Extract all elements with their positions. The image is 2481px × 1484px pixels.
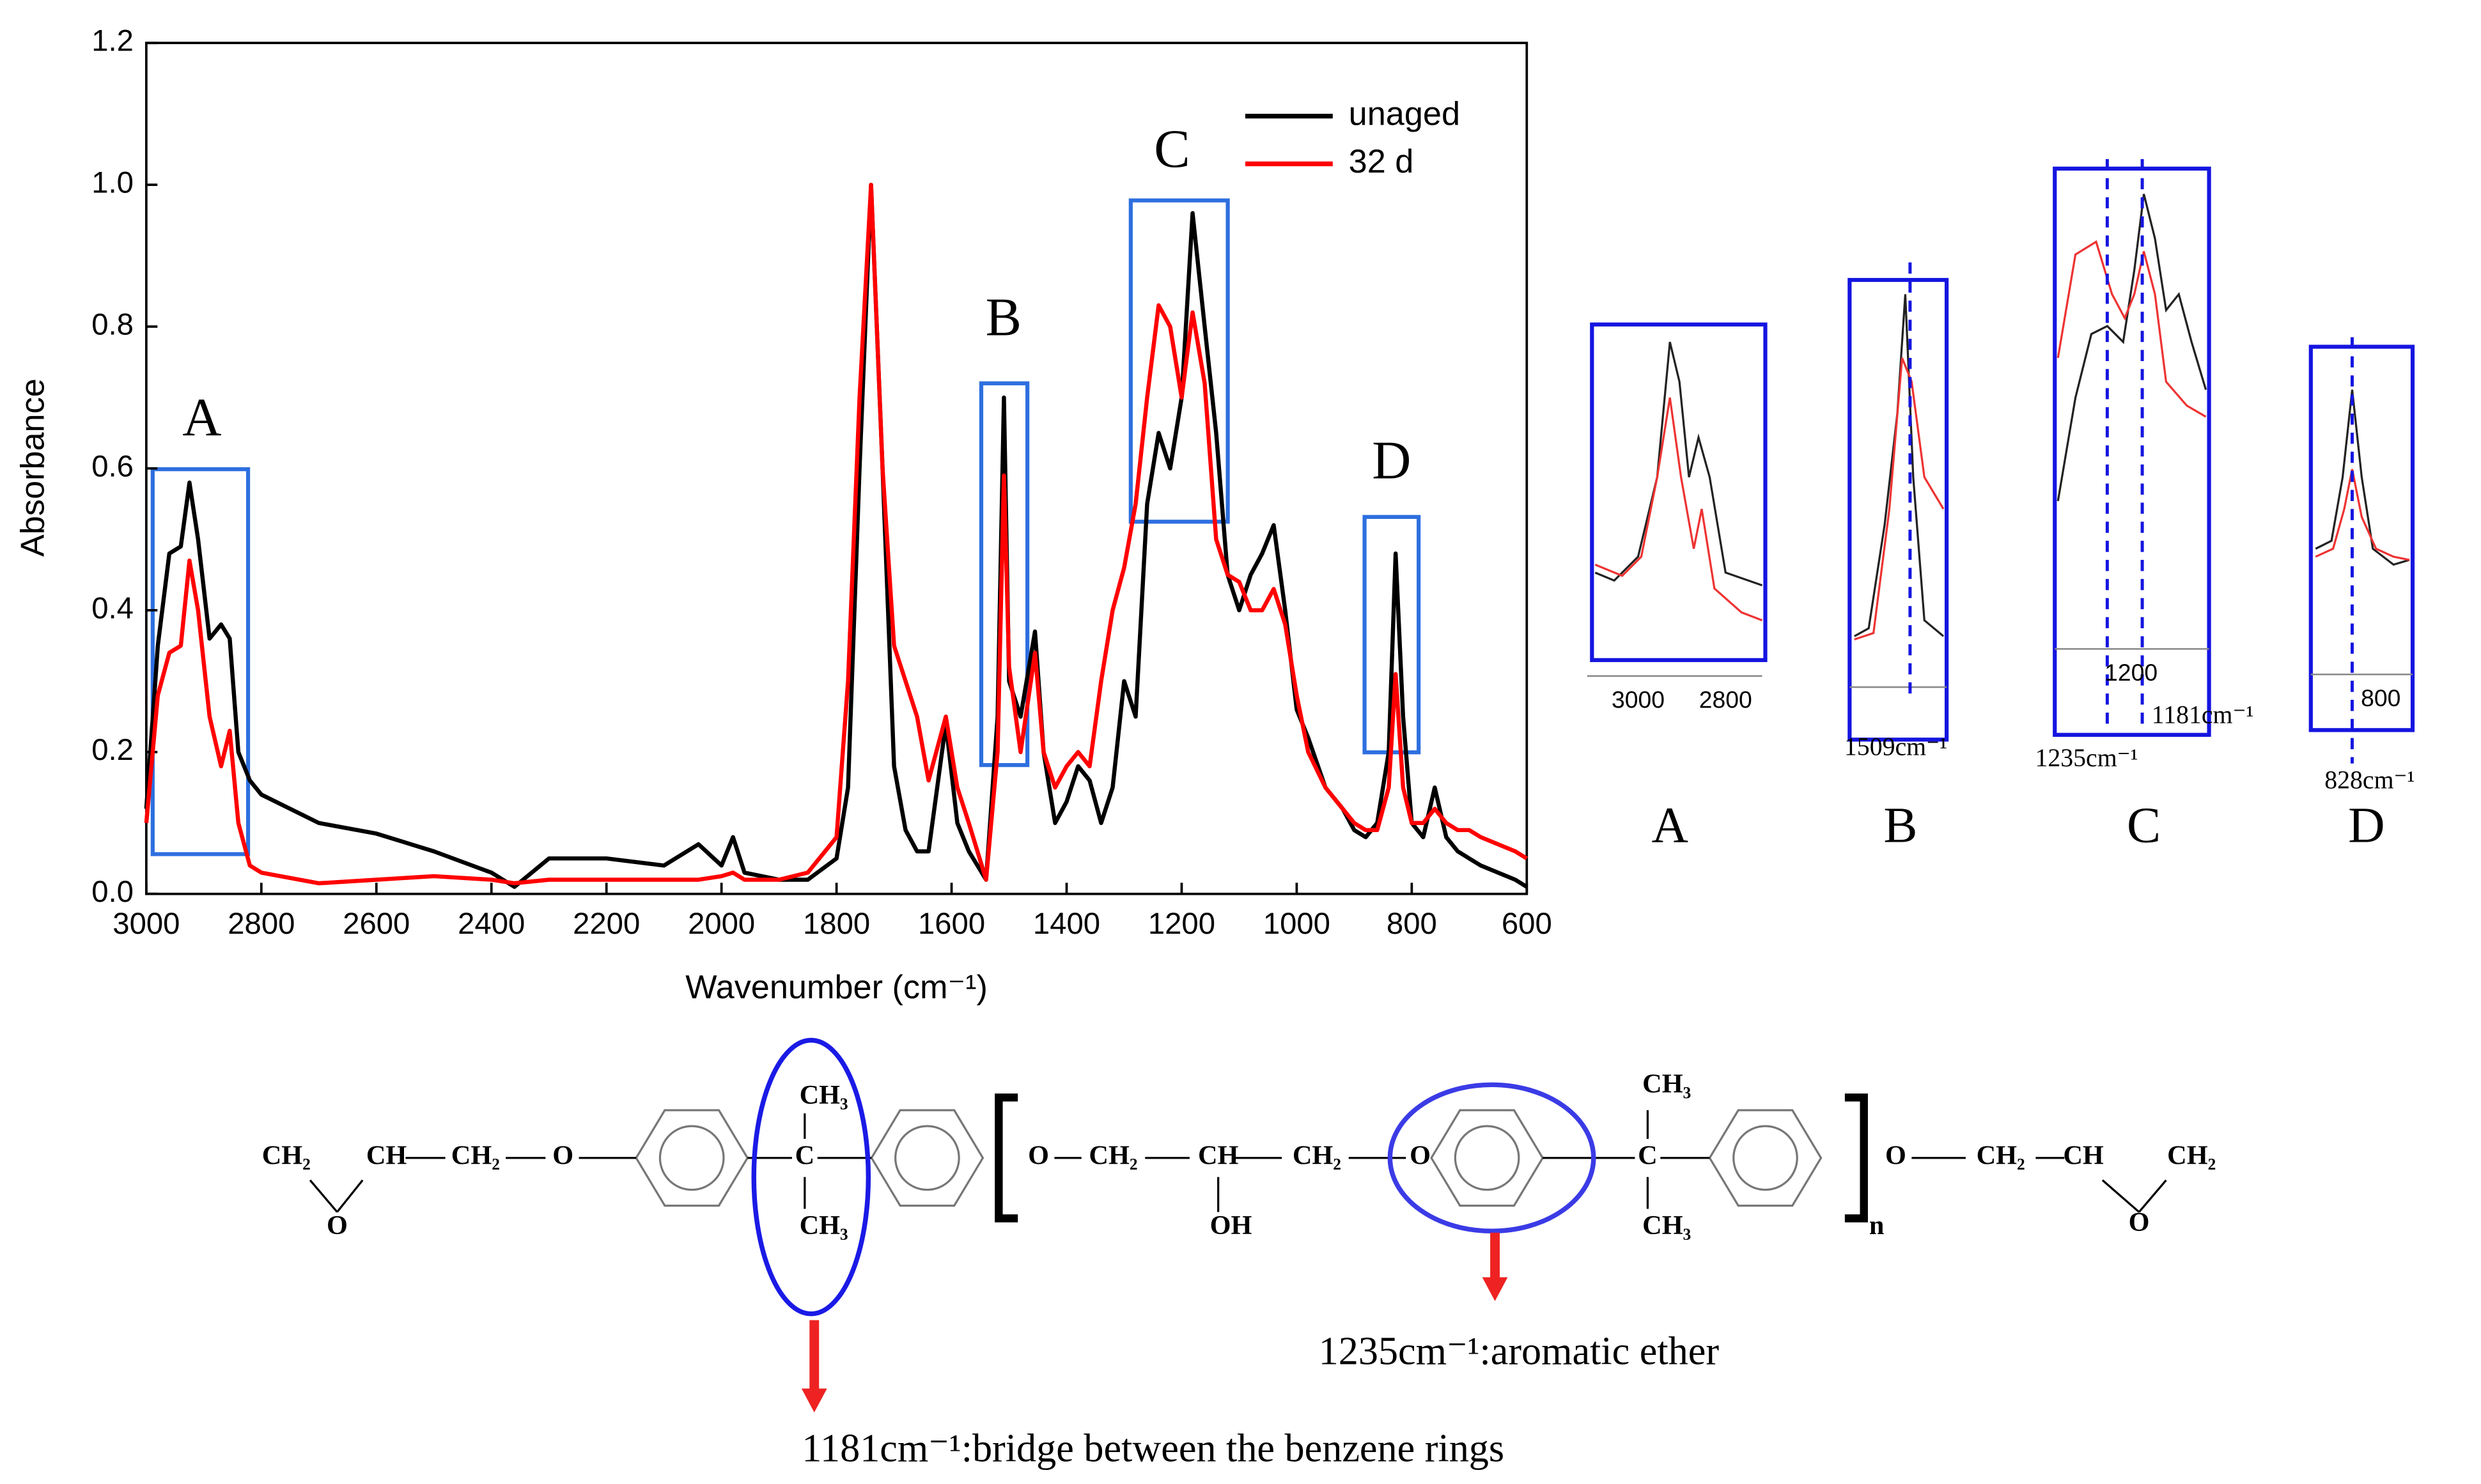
inset-curve bbox=[1594, 341, 1763, 587]
atom-label: CH₃ bbox=[800, 1210, 848, 1241]
region-label: D bbox=[1372, 431, 1411, 491]
legend-label: 32 d bbox=[1349, 143, 1414, 180]
x-tick-label: 1600 bbox=[918, 907, 985, 941]
y-tick-label: 1.2 bbox=[91, 24, 134, 58]
atom-label: CH₂ bbox=[451, 1141, 500, 1171]
region-label: A bbox=[182, 388, 221, 447]
inset-tick-label: 1200 bbox=[2104, 659, 2158, 686]
atom-label: CH₃ bbox=[1642, 1069, 1691, 1099]
bonds bbox=[309, 1110, 2167, 1213]
inset-tick-label: 800 bbox=[2361, 684, 2400, 711]
x-tick-label: 3000 bbox=[113, 907, 180, 941]
inset-tick-label: 3000 bbox=[1612, 686, 1665, 713]
inset-curve bbox=[2315, 468, 2410, 561]
region-label: B bbox=[986, 288, 1022, 348]
x-tick-label: 2000 bbox=[688, 907, 755, 941]
atom-label: CH₂ bbox=[262, 1141, 311, 1171]
region-box bbox=[1128, 198, 1230, 524]
inset-tick-label: 2800 bbox=[1699, 686, 1752, 713]
arrow-head bbox=[1482, 1277, 1508, 1301]
inset-curve bbox=[2057, 194, 2207, 502]
bracket bbox=[1844, 1094, 1868, 1223]
highlight-ellipse bbox=[1387, 1082, 1596, 1234]
inset-marker-label: 1235cm⁻¹ bbox=[2035, 744, 2138, 772]
y-tick-label: 0.2 bbox=[91, 733, 134, 767]
inset-marker-label: 1181cm⁻¹ bbox=[2152, 701, 2254, 729]
inset-curve bbox=[1854, 357, 1945, 641]
x-tick-label: 800 bbox=[1387, 907, 1437, 941]
y-tick-label: 0.4 bbox=[91, 591, 134, 625]
region-label: C bbox=[1154, 120, 1190, 179]
inset-curve bbox=[1854, 294, 1945, 637]
inset-label: D bbox=[2348, 797, 2384, 853]
atom-label: O bbox=[1885, 1141, 1906, 1171]
atom-label: C bbox=[1638, 1141, 1658, 1171]
atom-label: O bbox=[1028, 1141, 1049, 1171]
bracket bbox=[995, 1094, 1018, 1223]
atom-label: CH₃ bbox=[1642, 1210, 1691, 1241]
x-tick-label: 2800 bbox=[228, 907, 295, 941]
y-tick-label: 1.0 bbox=[91, 166, 134, 200]
atom-label: O bbox=[2129, 1207, 2150, 1237]
annotation: 1235cm⁻¹:aromatic ether bbox=[1319, 1330, 1720, 1373]
atom-label: CH₂ bbox=[2167, 1141, 2216, 1171]
inset-box bbox=[2053, 166, 2211, 737]
insets: 3000 2800 1509cm⁻¹ 1200 1181cm⁻¹ 1235cm⁻… bbox=[1587, 158, 2415, 853]
x-tick-label: 1800 bbox=[803, 907, 870, 941]
inset-curve bbox=[1594, 397, 1763, 622]
x-tick-label: 1000 bbox=[1263, 907, 1330, 941]
inset-box bbox=[2308, 344, 2415, 732]
atom-label: CH bbox=[2063, 1141, 2104, 1171]
x-tick-label: 1200 bbox=[1148, 907, 1215, 941]
inset-curve bbox=[2057, 240, 2207, 418]
atom-label: O bbox=[1410, 1141, 1431, 1171]
atom-label: CH₂ bbox=[1977, 1141, 2025, 1171]
x-tick-label: 2400 bbox=[458, 907, 525, 941]
arrow-head bbox=[801, 1388, 827, 1413]
inset-label: A bbox=[1651, 797, 1688, 853]
molecular-structure bbox=[309, 1037, 2167, 1413]
inset-label: C bbox=[2127, 797, 2161, 853]
inset-box bbox=[1590, 322, 1768, 662]
x-tick-label: 600 bbox=[1502, 907, 1552, 941]
legend-label: unaged bbox=[1349, 95, 1460, 132]
inset-label: B bbox=[1883, 797, 1917, 853]
series-line bbox=[144, 182, 1528, 889]
inset-curve bbox=[2315, 389, 2410, 566]
x-tick-label: 2600 bbox=[343, 907, 410, 941]
atom-label: O bbox=[327, 1210, 348, 1241]
y-tick-label: 0.0 bbox=[91, 875, 134, 909]
atom-label: CH₂ bbox=[1089, 1141, 1137, 1171]
series-line bbox=[144, 182, 1528, 886]
x-tick-label: 2200 bbox=[573, 907, 640, 941]
region-box bbox=[150, 467, 251, 856]
inset-marker-label: 1509cm⁻¹ bbox=[1844, 732, 1947, 761]
atom-label: C bbox=[795, 1141, 815, 1171]
atom-label: OH bbox=[1210, 1210, 1252, 1241]
atom-label: O bbox=[552, 1141, 573, 1171]
y-tick-label: 0.8 bbox=[91, 308, 134, 342]
y-tick-label: 0.6 bbox=[91, 449, 134, 483]
atom-label: n bbox=[1869, 1210, 1885, 1241]
atom-label: CH₂ bbox=[1293, 1141, 1341, 1171]
atom-label: CH₃ bbox=[800, 1080, 848, 1110]
x-tick-label: 1400 bbox=[1033, 907, 1100, 941]
highlight-ellipse bbox=[751, 1037, 871, 1317]
annotation: 1181cm⁻¹:bridge between the benzene ring… bbox=[802, 1426, 1504, 1470]
x-axis-label: Wavenumber (cm⁻¹) bbox=[685, 969, 988, 1006]
region-box bbox=[979, 381, 1030, 768]
atom-label: CH bbox=[1198, 1141, 1239, 1171]
spectrum-chart: Wavenumber (cm⁻¹) Absorbance A B C D 300… bbox=[15, 24, 1552, 1006]
atom-label: CH bbox=[366, 1141, 407, 1171]
inset-marker-label: 828cm⁻¹ bbox=[2324, 766, 2415, 794]
y-axis-label: Absorbance bbox=[15, 378, 52, 557]
inset-box bbox=[1847, 277, 1949, 742]
